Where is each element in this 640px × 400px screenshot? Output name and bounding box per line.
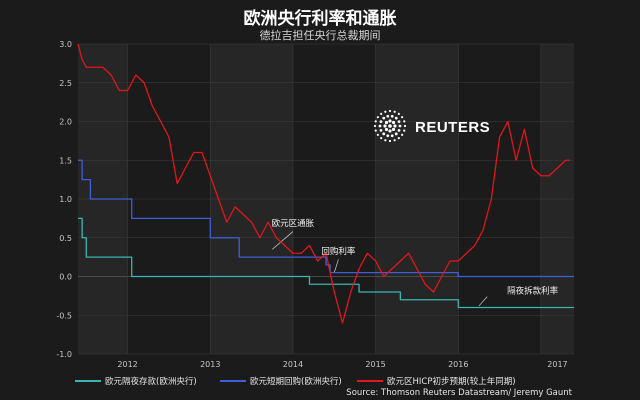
legend-label-deposit: 欧元隔夜存款(欧洲央行)	[105, 377, 197, 387]
logo-dot	[388, 109, 392, 113]
logo-dot	[374, 120, 377, 123]
x-tick-label: 2013	[200, 360, 220, 369]
logo-dot	[397, 137, 400, 140]
logo-dot	[393, 110, 396, 113]
y-tick-label: -0.5	[56, 311, 72, 320]
logo-dot	[382, 116, 386, 120]
annotation-label: 回购利率	[321, 246, 356, 257]
series-line-0	[78, 217, 574, 309]
logo-dot	[397, 112, 400, 115]
y-tick-label: -1.0	[56, 350, 72, 359]
logo-dot	[384, 110, 387, 113]
logo-dot	[397, 128, 401, 132]
reuters-logo-dots-icon	[373, 109, 407, 143]
legend: 欧元隔夜存款(欧洲央行) 欧元短期回购(欧洲央行) 欧元区HICP初步预期(较上…	[75, 375, 575, 387]
reuters-logo: REUTERS	[373, 109, 490, 143]
logo-dot	[394, 116, 398, 120]
logo-dot	[390, 114, 394, 118]
logo-dot	[373, 124, 377, 128]
pointer-overnight	[478, 296, 488, 307]
logo-dot	[380, 137, 383, 140]
annotation-label: 隔夜拆款利率	[507, 286, 559, 297]
legend-item-deposit: 欧元隔夜存款(欧洲央行)	[75, 375, 197, 387]
series-lines	[77, 43, 574, 324]
logo-dot	[382, 132, 386, 136]
reuters-logo-text: REUTERS	[415, 119, 490, 136]
x-tick-label: 2014	[283, 360, 303, 369]
logo-dot	[403, 129, 406, 132]
legend-swatch-hicp	[357, 380, 383, 382]
legend-swatch-deposit	[75, 380, 101, 382]
logo-dot	[393, 124, 397, 128]
annotation-label: 欧元区通胀	[272, 218, 315, 229]
legend-item-hicp: 欧元区HICP初步预期(较上年同期)	[357, 375, 516, 387]
series-line-1	[78, 159, 574, 278]
logo-dot	[391, 127, 396, 132]
logo-dot	[397, 120, 401, 124]
logo-dot	[384, 139, 387, 142]
x-axis-ticks: 2012 2013 2014 2015 2016 2017	[117, 360, 567, 369]
y-tick-label: 2.5	[59, 79, 72, 88]
logo-dot	[383, 124, 387, 128]
legend-label-hicp: 欧元区HICP初步预期(较上年同期)	[387, 377, 516, 387]
y-axis-ticks: 3.0 2.5 2.0 1.5 1.0 0.5 0.0 -0.5 -1.0	[56, 40, 72, 359]
y-tick-label: 1.0	[59, 195, 72, 204]
pointer-inflation	[272, 231, 294, 250]
y-tick-label: 0.0	[59, 273, 72, 282]
logo-dot	[376, 116, 379, 119]
logo-dot	[376, 133, 379, 136]
legend-item-refi: 欧元短期回购(欧洲央行)	[220, 375, 342, 387]
x-tick-label: 2016	[448, 360, 468, 369]
logo-dot	[393, 139, 396, 142]
logo-dot	[379, 128, 383, 132]
logo-dot	[384, 120, 389, 125]
logo-dot	[386, 134, 390, 138]
logo-dot	[384, 127, 389, 132]
logo-dot	[398, 124, 402, 128]
logo-dot	[391, 120, 396, 125]
logo-dot	[401, 133, 404, 136]
y-tick-label: 2.0	[59, 118, 72, 127]
logo-dot	[374, 129, 377, 132]
source-note: Source: Thomson Reuters Datastream/ Jere…	[346, 388, 572, 398]
logo-dot	[388, 124, 392, 128]
logo-dot	[386, 114, 390, 118]
legend-swatch-refi	[220, 380, 246, 382]
y-tick-label: 3.0	[59, 40, 72, 49]
logo-dot	[388, 119, 392, 123]
logo-dot	[380, 112, 383, 115]
x-tick-label: 2017	[547, 360, 567, 369]
pointer-repo	[333, 259, 339, 273]
x-tick-label: 2012	[117, 360, 137, 369]
logo-dot	[403, 124, 407, 128]
logo-dot	[403, 120, 406, 123]
logo-dot	[394, 132, 398, 136]
logo-dot	[378, 124, 382, 128]
logo-dot	[401, 116, 404, 119]
logo-dot	[388, 139, 392, 143]
y-tick-label: 0.5	[59, 234, 72, 243]
logo-dot	[379, 120, 383, 124]
annotation-pointers	[272, 231, 488, 307]
x-tick-label: 2015	[365, 360, 385, 369]
chart-subtitle: 德拉吉担任央行总裁期间	[259, 29, 381, 42]
logo-dot	[390, 134, 394, 138]
logo-dot	[388, 129, 392, 133]
legend-label-refi: 欧元短期回购(欧洲央行)	[250, 377, 342, 387]
y-tick-label: 1.5	[59, 156, 72, 165]
series-line-2	[77, 43, 570, 324]
chart-title: 欧洲央行利率和通胀	[243, 9, 397, 29]
